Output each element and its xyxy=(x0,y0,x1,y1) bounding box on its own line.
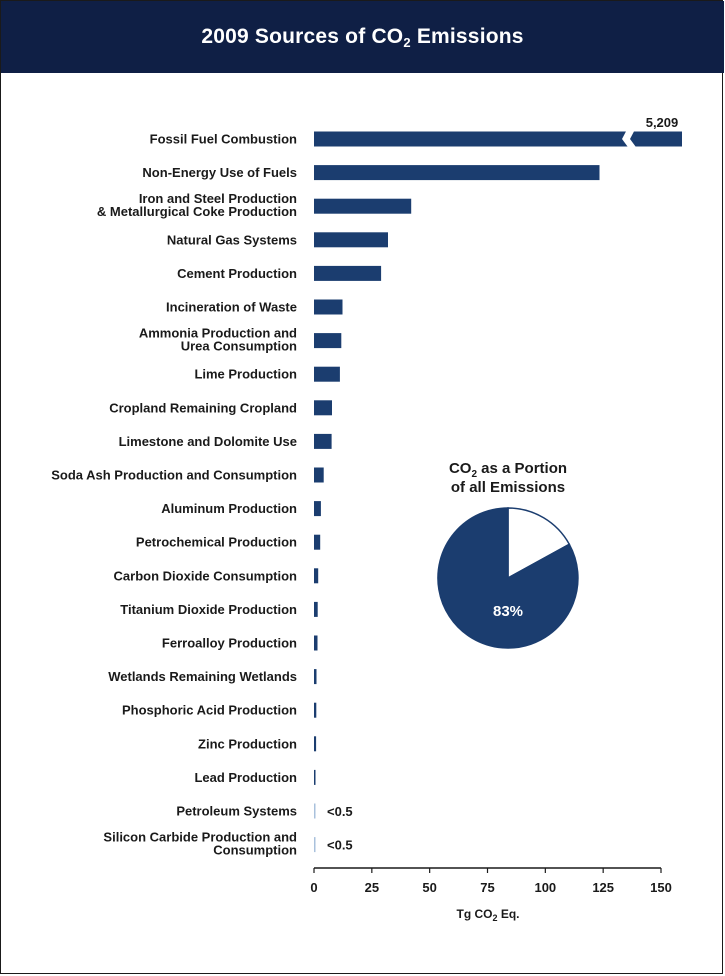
x-axis-title: Tg CO2 Eq. xyxy=(456,907,519,923)
bar xyxy=(314,299,343,315)
category-label: Phosphoric Acid Production xyxy=(122,703,297,718)
bar-break-mark xyxy=(622,129,637,149)
bar xyxy=(314,534,321,550)
category-label: Natural Gas Systems xyxy=(167,232,297,247)
bar xyxy=(314,467,324,483)
category-label: Lead Production xyxy=(194,770,297,785)
category-label: Petroleum Systems xyxy=(176,804,297,819)
category-label: Petrochemical Production xyxy=(136,535,297,550)
bar xyxy=(314,769,316,785)
bar xyxy=(314,333,342,349)
category-label: Cement Production xyxy=(177,266,297,281)
x-tick-label: 25 xyxy=(365,880,379,895)
chart-header: 2009 Sources of CO2 Emissions xyxy=(1,1,724,73)
pie-title-line1: CO2 as a Portion xyxy=(449,460,567,480)
x-tick-label: 0 xyxy=(310,880,317,895)
pie-slice-co2 xyxy=(437,507,579,649)
x-tick-label: 150 xyxy=(650,880,672,895)
bar xyxy=(314,265,382,281)
category-label: Wetlands Remaining Wetlands xyxy=(108,669,297,684)
x-tick-label: 100 xyxy=(534,880,556,895)
bar xyxy=(314,702,317,718)
header-title: 2009 Sources of CO xyxy=(201,25,404,48)
x-tick-label: 50 xyxy=(422,880,436,895)
pie-title-line2: of all Emissions xyxy=(451,479,565,496)
pie-slice-remainder xyxy=(507,507,571,580)
bar xyxy=(314,568,319,584)
bar xyxy=(314,400,332,416)
category-label: Non-Energy Use of Fuels xyxy=(142,165,297,180)
x-tick-label: 75 xyxy=(480,880,494,895)
category-label: Aluminum Production xyxy=(161,501,297,516)
category-label: Silicon Carbide Production and Consumptio… xyxy=(103,830,297,858)
category-label: Titanium Dioxide Production xyxy=(120,602,297,617)
bar xyxy=(314,803,316,819)
data-label: <0.5 xyxy=(327,804,353,819)
header-title-end: Emissions xyxy=(410,25,524,48)
category-label: Carbon Dioxide Consumption xyxy=(114,568,298,583)
bar xyxy=(314,366,340,382)
header-title-subscript: 2 xyxy=(403,35,411,50)
x-tick-label: 125 xyxy=(592,880,614,895)
category-label: Lime Production xyxy=(194,367,297,382)
bar xyxy=(314,131,682,147)
bar xyxy=(314,635,318,651)
category-label: Limestone and Dolomite Use xyxy=(119,434,297,449)
category-label: Fossil Fuel Combustion xyxy=(150,132,297,147)
category-label: Ferroalloy Production xyxy=(162,636,297,651)
data-label: 5,209 xyxy=(646,115,679,130)
category-label: Incineration of Waste xyxy=(166,300,297,315)
category-label: Soda Ash Production and Consumption xyxy=(51,468,297,483)
data-label: <0.5 xyxy=(327,838,353,853)
bar xyxy=(314,837,316,853)
bar xyxy=(314,433,332,449)
bar-chart: Fossil Fuel Combustion 5,209 Non-Energy Us… xyxy=(51,115,682,923)
bar xyxy=(314,669,317,685)
bar xyxy=(314,232,388,248)
bar xyxy=(314,601,318,617)
pie-slice-label: 83% xyxy=(493,603,523,620)
bar xyxy=(314,198,412,214)
category-label: Ammonia Production and Urea Consumption xyxy=(139,326,297,354)
bar xyxy=(314,165,600,181)
bar xyxy=(314,736,317,752)
category-label: Cropland Remaining Cropland xyxy=(109,400,297,415)
category-label: Zinc Production xyxy=(198,736,297,751)
bar xyxy=(314,501,321,517)
category-label: Iron and Steel Production & Metallurgical… xyxy=(97,191,297,219)
